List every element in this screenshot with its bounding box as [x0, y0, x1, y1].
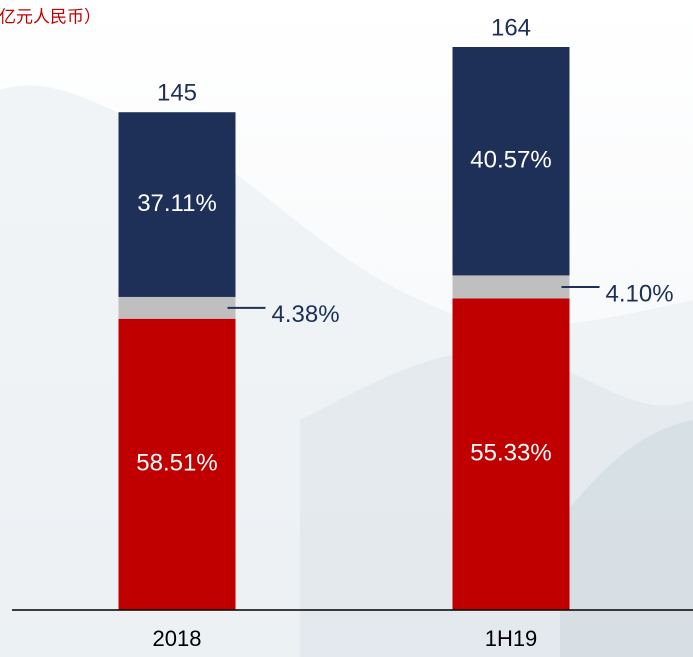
- data-label: 37.11%: [137, 190, 217, 217]
- data-label: 40.57%: [470, 147, 551, 174]
- data-label: 4.10%: [606, 280, 674, 307]
- x-tick-label: 1H19: [485, 626, 538, 651]
- total-label: 145: [157, 80, 197, 107]
- data-label: 4.38%: [272, 301, 340, 328]
- bar-segment: [119, 297, 236, 319]
- chart-subtitle: （亿元人民币）: [0, 8, 101, 28]
- total-label: 164: [491, 14, 531, 41]
- chart: （亿元人民币） 58.51% 4.38% 37.11% 145 2018 55.33% 4.…: [0, 0, 693, 657]
- data-label: 58.51%: [136, 450, 217, 477]
- x-tick-label: 2018: [153, 626, 202, 651]
- data-label: 55.33%: [470, 440, 551, 467]
- bar-segment: [453, 275, 570, 298]
